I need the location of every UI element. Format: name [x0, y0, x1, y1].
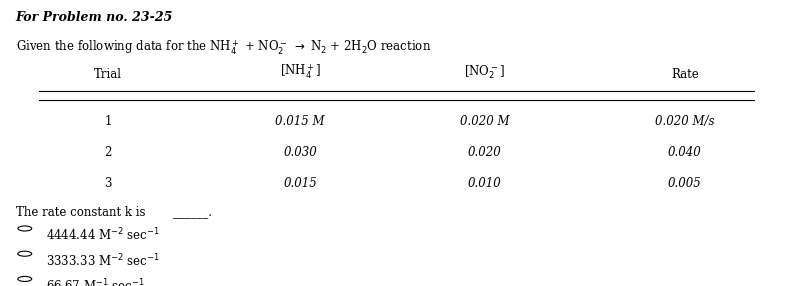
- Text: 0.020 M/s: 0.020 M/s: [655, 115, 714, 128]
- Text: 0.040: 0.040: [668, 146, 702, 159]
- Text: 0.005: 0.005: [668, 177, 702, 190]
- Text: 66.67 M$^{-1}$ sec$^{-1}$: 66.67 M$^{-1}$ sec$^{-1}$: [46, 277, 145, 286]
- Text: 1: 1: [104, 115, 111, 128]
- Text: 4444.44 M$^{-2}$ sec$^{-1}$: 4444.44 M$^{-2}$ sec$^{-1}$: [46, 227, 160, 244]
- Text: ______.: ______.: [173, 206, 212, 219]
- Text: 0.030: 0.030: [283, 146, 317, 159]
- Text: 2: 2: [104, 146, 111, 159]
- Text: 0.015: 0.015: [283, 177, 317, 190]
- Text: 0.010: 0.010: [468, 177, 502, 190]
- Text: 3: 3: [104, 177, 111, 190]
- Text: 3333.33 M$^{-2}$ sec$^{-1}$: 3333.33 M$^{-2}$ sec$^{-1}$: [46, 252, 160, 269]
- Text: 0.020: 0.020: [468, 146, 502, 159]
- Text: Trial: Trial: [94, 68, 122, 81]
- Text: Rate: Rate: [671, 68, 699, 81]
- Text: For Problem no. 23-25: For Problem no. 23-25: [16, 11, 173, 24]
- Text: 0.015 M: 0.015 M: [276, 115, 325, 128]
- Text: [NO$_2^-$]: [NO$_2^-$]: [465, 64, 506, 81]
- Text: The rate constant k is: The rate constant k is: [16, 206, 145, 219]
- Text: [NH$_4^+$]: [NH$_4^+$]: [279, 63, 321, 81]
- Text: 0.020 M: 0.020 M: [460, 115, 509, 128]
- Text: Given the following data for the NH$_4^+$ + NO$_2^-$ $\rightarrow$ N$_2$ + 2H$_2: Given the following data for the NH$_4^+…: [16, 38, 431, 57]
